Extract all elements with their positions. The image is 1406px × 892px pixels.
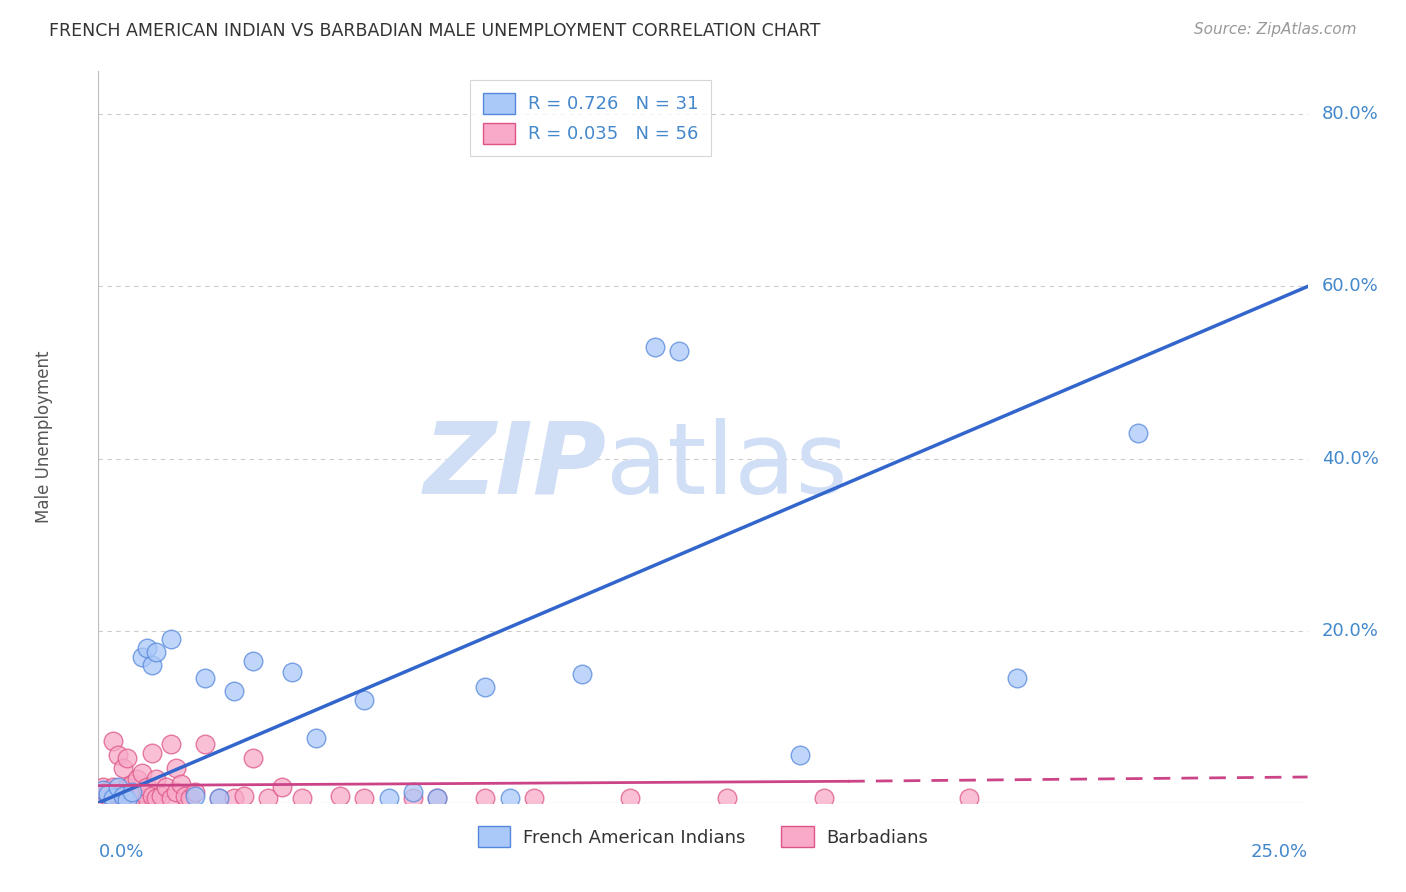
Text: 80.0%: 80.0% bbox=[1322, 105, 1379, 123]
Point bbox=[107, 789, 129, 803]
Point bbox=[111, 761, 134, 775]
Point bbox=[135, 791, 157, 805]
Point bbox=[121, 789, 143, 803]
Point bbox=[97, 787, 120, 801]
Point bbox=[160, 791, 183, 805]
Text: FRENCH AMERICAN INDIAN VS BARBADIAN MALE UNEMPLOYMENT CORRELATION CHART: FRENCH AMERICAN INDIAN VS BARBADIAN MALE… bbox=[49, 22, 821, 40]
Point bbox=[208, 791, 231, 805]
Text: ZIP: ZIP bbox=[423, 417, 606, 515]
Point bbox=[668, 344, 690, 359]
Point bbox=[716, 791, 738, 805]
Point bbox=[474, 791, 496, 805]
Point bbox=[111, 785, 134, 799]
Point bbox=[111, 789, 134, 803]
Point bbox=[101, 780, 124, 795]
Point bbox=[117, 780, 139, 795]
Point bbox=[789, 748, 811, 763]
Point bbox=[426, 791, 449, 805]
Point bbox=[194, 671, 217, 685]
Point bbox=[131, 765, 153, 780]
Point bbox=[1007, 671, 1029, 685]
Point bbox=[165, 761, 187, 775]
Point bbox=[131, 649, 153, 664]
Point bbox=[150, 789, 173, 803]
Point bbox=[619, 791, 641, 805]
Point bbox=[145, 645, 167, 659]
Text: 40.0%: 40.0% bbox=[1322, 450, 1379, 467]
Point bbox=[107, 780, 129, 795]
Point bbox=[281, 665, 304, 679]
Point bbox=[242, 751, 264, 765]
Point bbox=[131, 785, 153, 799]
Point bbox=[222, 791, 245, 805]
Point bbox=[91, 783, 114, 797]
Point bbox=[121, 777, 143, 791]
Point bbox=[169, 777, 191, 791]
Point bbox=[644, 340, 666, 354]
Point bbox=[271, 780, 294, 795]
Point bbox=[117, 751, 139, 765]
Point bbox=[194, 737, 217, 751]
Point bbox=[256, 791, 278, 805]
Point bbox=[117, 793, 139, 807]
Point bbox=[474, 680, 496, 694]
Point bbox=[242, 654, 264, 668]
Point bbox=[145, 791, 167, 805]
Point bbox=[184, 785, 207, 799]
Point bbox=[141, 789, 163, 803]
Legend: French American Indians, Barbadians: French American Indians, Barbadians bbox=[465, 814, 941, 860]
Point bbox=[101, 734, 124, 748]
Point bbox=[1128, 425, 1150, 440]
Point bbox=[571, 666, 593, 681]
Point bbox=[155, 780, 177, 795]
Point bbox=[91, 791, 114, 805]
Point bbox=[107, 748, 129, 763]
Point bbox=[91, 780, 114, 795]
Point bbox=[174, 789, 197, 803]
Point bbox=[117, 791, 139, 805]
Text: 20.0%: 20.0% bbox=[1322, 622, 1379, 640]
Point bbox=[141, 746, 163, 760]
Point bbox=[523, 791, 546, 805]
Text: Source: ZipAtlas.com: Source: ZipAtlas.com bbox=[1194, 22, 1357, 37]
Point bbox=[353, 692, 375, 706]
Point bbox=[179, 791, 201, 805]
Point bbox=[87, 789, 110, 803]
Point bbox=[127, 791, 149, 805]
Point bbox=[402, 791, 425, 805]
Point bbox=[377, 791, 399, 805]
Point bbox=[498, 791, 520, 805]
Point bbox=[208, 791, 231, 805]
Point bbox=[121, 785, 143, 799]
Point bbox=[353, 791, 375, 805]
Point bbox=[184, 789, 207, 803]
Point bbox=[101, 791, 124, 805]
Point bbox=[329, 789, 352, 803]
Text: atlas: atlas bbox=[606, 417, 848, 515]
Point bbox=[145, 772, 167, 786]
Point bbox=[305, 731, 328, 746]
Point bbox=[135, 640, 157, 655]
Point bbox=[402, 784, 425, 798]
Point bbox=[141, 658, 163, 673]
Point bbox=[97, 783, 120, 797]
Point bbox=[160, 632, 183, 647]
Point bbox=[111, 791, 134, 805]
Text: 0.0%: 0.0% bbox=[98, 843, 143, 861]
Text: 25.0%: 25.0% bbox=[1250, 843, 1308, 861]
Point bbox=[127, 772, 149, 786]
Point bbox=[290, 791, 312, 805]
Text: Male Unemployment: Male Unemployment bbox=[35, 351, 53, 524]
Point bbox=[135, 780, 157, 795]
Text: 60.0%: 60.0% bbox=[1322, 277, 1379, 295]
Point bbox=[160, 737, 183, 751]
Point bbox=[101, 791, 124, 805]
Point bbox=[97, 789, 120, 803]
Point bbox=[232, 789, 254, 803]
Point bbox=[813, 791, 835, 805]
Point bbox=[957, 791, 980, 805]
Point bbox=[426, 791, 449, 805]
Point bbox=[165, 785, 187, 799]
Point bbox=[222, 684, 245, 698]
